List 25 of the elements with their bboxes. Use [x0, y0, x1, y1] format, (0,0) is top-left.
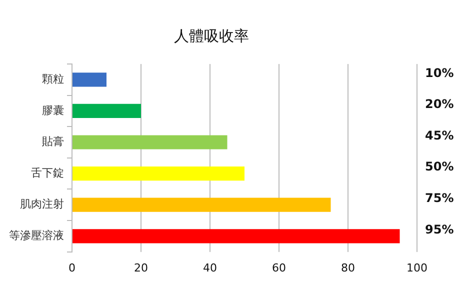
y-tick-label: 等滲壓溶液	[9, 229, 64, 242]
x-tick-label: 60	[272, 261, 286, 274]
bar	[72, 135, 228, 150]
y-tick-label: 膠囊	[42, 104, 64, 117]
x-tick-label: 80	[341, 261, 355, 274]
data-label: 20%	[425, 97, 454, 112]
x-tick-label: 100	[406, 261, 428, 274]
data-label: 50%	[425, 160, 454, 174]
y-tick-label: 顆粒	[42, 72, 64, 86]
x-tick-label: 20	[134, 261, 148, 274]
y-tick-label: 肌肉注射	[20, 198, 64, 211]
y-tick-label: 舌下錠	[31, 166, 64, 180]
chart-title: 人體吸收率	[174, 26, 249, 45]
bar	[72, 72, 106, 87]
bar	[72, 229, 400, 244]
bar	[72, 104, 141, 118]
data-label: 95%	[425, 222, 454, 236]
data-label: 10%	[425, 66, 454, 80]
bar	[72, 166, 244, 181]
data-label: 75%	[425, 190, 454, 205]
data-label: 45%	[425, 128, 454, 142]
x-tick-label: 0	[68, 261, 76, 274]
bar	[72, 198, 331, 212]
x-tick-label: 40	[203, 261, 217, 274]
y-tick-label: 貼膏	[42, 135, 64, 148]
